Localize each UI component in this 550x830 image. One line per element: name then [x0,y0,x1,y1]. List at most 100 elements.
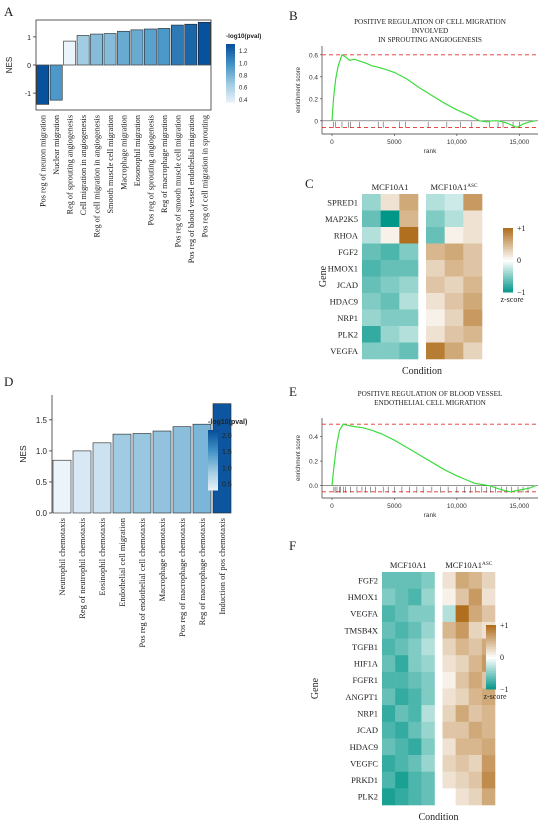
gene-row-label: JCAD [337,280,358,290]
heatmap-cell [444,342,464,360]
plot-title-line: INVOLVED [412,27,448,35]
heatmap-cell [426,293,445,310]
legend-gradient-step [226,92,235,95]
legend-gradient-step [208,436,218,439]
legend-gradient-step [208,486,218,489]
legend-gradient-step [226,98,235,101]
x-axis-label: rank [424,148,437,155]
legend-tick-label: 0 [517,256,521,265]
heatmap-cell [362,194,381,211]
bar [103,33,117,66]
heatmap-cell [426,326,445,343]
legend-gradient-step [486,682,496,685]
heatmap-cell [444,293,464,310]
legend-gradient-step [226,76,235,80]
category-label: Endothelial cell migration [117,517,127,607]
legend-gradient-step [503,264,513,267]
legend-gradient-step [208,442,218,445]
y-tick-label: 1.0 [36,447,48,456]
legend-gradient-step [208,482,218,485]
heatmap-cell [455,705,470,723]
heatmap-cell [468,705,483,723]
heatmap-cell [421,638,435,656]
heatmap-cell [382,621,396,639]
heatmap-cell [380,260,400,277]
heatmap-cell [455,755,470,773]
legend-tick-label: 0.5 [222,482,232,489]
heatmap-cell [408,721,422,739]
legend-gradient-step [486,679,496,682]
legend-gradient-step [486,633,496,636]
y-axis-label: enrichment score [296,434,302,481]
heatmap-cell [399,243,419,261]
y-tick-label: -1 [25,91,31,98]
bar [49,64,63,101]
heatmap-cell [442,572,456,589]
heatmap-cell [463,243,483,261]
heatmap-cell [395,588,409,606]
category-label: Reg of sprouting angiogenesis [66,115,75,214]
heatmap-cell [442,588,456,606]
heatmap-cell [442,771,456,789]
heatmap-cell [382,671,396,689]
heatmap-cell [468,671,483,689]
heatmap-cell [468,621,483,639]
heatmap-cell [442,605,456,623]
heatmap-cell [455,721,470,739]
legend-gradient-step [486,660,496,663]
heatmap-cell [481,788,496,806]
legend-tick-label: 0.4 [239,98,248,104]
y-tick-label: 0.4 [309,434,318,441]
legend-gradient-step [208,456,218,459]
heatmap-cell [408,671,422,689]
condition-superscript: ASC [467,183,478,189]
bar [197,21,211,66]
heatmap-cell [382,605,396,623]
gene-row-label: HIF1A [354,659,379,669]
legend-gradient-step [503,284,513,287]
legend-gradient-step [208,458,218,461]
heatmap-cell [442,671,456,689]
heatmap-cell [455,738,470,756]
legend-gradient-step [503,258,513,261]
heatmap-cell [380,194,400,211]
legend-gradient-step [208,484,218,487]
legend-gradient-step [486,655,496,658]
legend-gradient-step [486,631,496,634]
x-axis-label: Condition [418,812,458,823]
gene-row-label: PRKD1 [351,775,378,785]
heatmap-cell [468,738,483,756]
heatmap-cell [444,260,464,277]
bar [184,23,198,66]
heatmap-cell [395,705,409,723]
y-axis-label: Gene [310,677,321,699]
heatmap-cell [468,755,483,773]
y-tick-label: 0 [314,118,318,125]
condition-group-label: MCF10A1 [390,560,427,570]
legend-gradient-step [208,438,218,441]
heatmap-cell [408,738,422,756]
heatmap-cell [426,260,445,277]
legend-gradient-step [226,67,235,70]
heatmap-cell [382,655,396,673]
category-label: Eosinophil chemotaxis [97,518,107,596]
heatmap-cell [408,621,422,639]
gene-row-label: VEGFA [350,609,379,619]
legend-gradient-step [226,53,235,57]
heatmap-cell [455,688,470,706]
heatmap-cell [395,738,409,756]
gene-row-label: FGFR1 [352,675,378,685]
legend-gradient-step [503,237,513,240]
legend-gradient-step [226,44,235,47]
heatmap-cell [421,588,435,606]
heatmap-cell [444,227,464,244]
heatmap-cell [399,293,419,310]
gene-row-label: NRP1 [357,708,378,718]
bar [157,28,171,66]
legend-gradient-step [503,232,513,235]
y-axis-label: NES [18,445,28,463]
heatmap-cell [382,771,396,789]
condition-group-label: MCF10A1 [372,182,409,192]
legend-gradient-step [503,290,513,293]
